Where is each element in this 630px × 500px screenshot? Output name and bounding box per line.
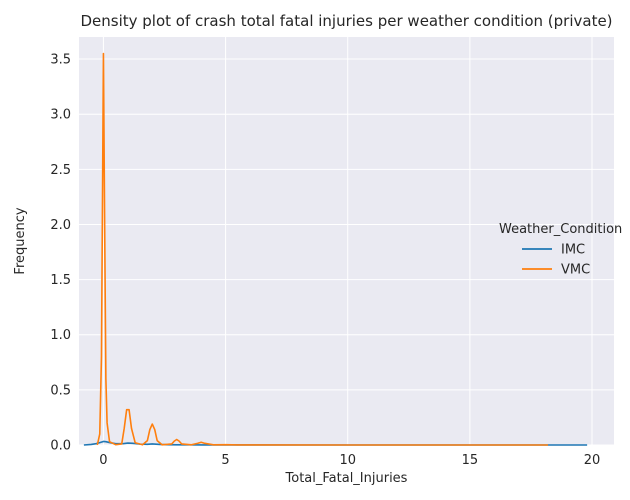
y-tick-label: 0.0	[50, 439, 71, 454]
legend-label-vmc: VMC	[561, 263, 590, 278]
x-tick-label: 15	[462, 453, 479, 468]
y-tick-label: 3.0	[50, 108, 71, 123]
x-tick-label: 20	[584, 453, 601, 468]
x-tick-label: 5	[221, 453, 229, 468]
y-tick-label: 1.0	[50, 328, 71, 343]
legend-label-imc: IMC	[561, 243, 585, 258]
series-line-vmc	[96, 52, 549, 446]
chart-title: Density plot of crash total fatal injuri…	[80, 12, 612, 30]
series-lines	[83, 52, 588, 446]
plot-background	[79, 37, 614, 445]
x-tick-labels: 0 5 10 15 20	[99, 453, 600, 468]
legend: Weather_Condition IMC VMC	[499, 222, 622, 278]
y-tick-label: 2.0	[50, 218, 71, 233]
y-axis-label: Frequency	[13, 207, 28, 274]
x-tick-label: 10	[339, 453, 356, 468]
y-tick-label: 3.5	[50, 53, 71, 68]
y-tick-labels: 0.0 0.5 1.0 1.5 2.0 2.5 3.0 3.5	[50, 53, 71, 454]
y-tick-label: 2.5	[50, 163, 71, 178]
x-axis-label: Total_Fatal_Injuries	[285, 471, 408, 486]
y-tick-label: 1.5	[50, 273, 71, 288]
legend-title: Weather_Condition	[499, 222, 622, 237]
y-tick-label: 0.5	[50, 383, 71, 398]
x-tick-label: 0	[99, 453, 107, 468]
